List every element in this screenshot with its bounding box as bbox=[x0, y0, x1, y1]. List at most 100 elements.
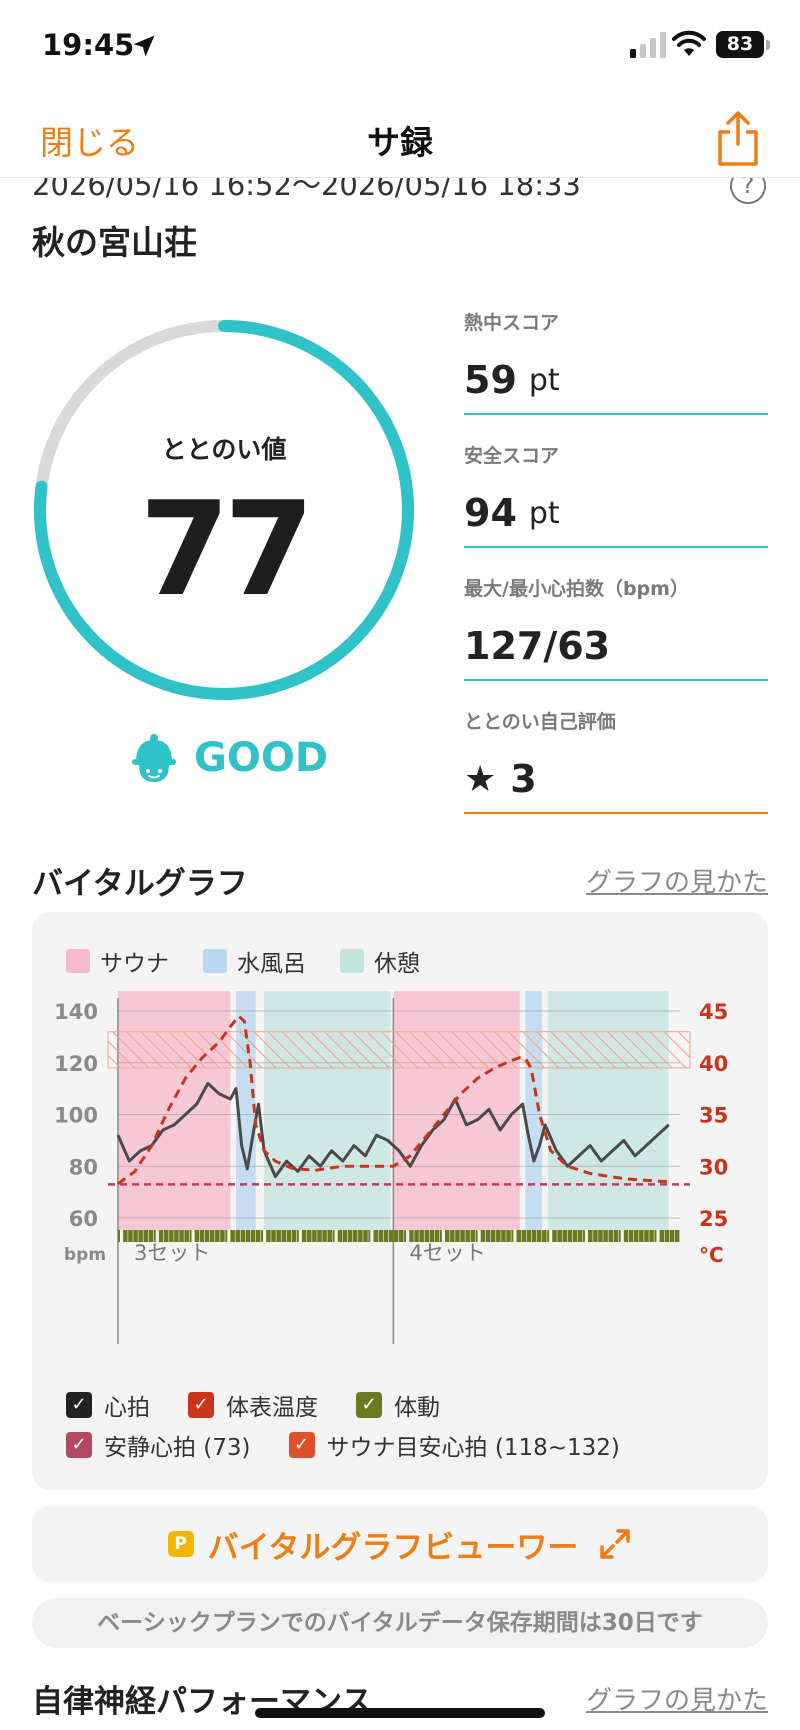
motion-tick bbox=[327, 1230, 332, 1242]
motion-tick bbox=[388, 1230, 394, 1242]
motion-tick bbox=[521, 1230, 527, 1242]
motion-tick bbox=[424, 1230, 430, 1242]
checkbox-icon[interactable]: ✓ bbox=[356, 1392, 382, 1418]
motion-tick bbox=[358, 1230, 363, 1242]
legend-label: 水風呂 bbox=[237, 951, 306, 977]
motion-tick bbox=[307, 1230, 312, 1242]
y-right-tick-label: 25 bbox=[699, 1207, 728, 1231]
vital-graph-title: バイタルグラフ bbox=[32, 866, 248, 902]
metric-value: 94 pt bbox=[464, 480, 768, 548]
phase-band bbox=[118, 991, 231, 1230]
metric-label: 熱中スコア bbox=[464, 312, 560, 334]
motion-tick bbox=[378, 1230, 384, 1242]
y-right-tick-label: 45 bbox=[699, 1000, 728, 1024]
motion-tick bbox=[255, 1230, 261, 1242]
motion-tick bbox=[225, 1230, 228, 1242]
y-right-unit: °C bbox=[699, 1243, 724, 1267]
motion-tick bbox=[199, 1230, 205, 1242]
motion-tick bbox=[143, 1230, 149, 1242]
phase-band bbox=[547, 991, 669, 1230]
legend-item-sauna: サウナ bbox=[66, 944, 169, 978]
legend-toggle-resting-hr[interactable]: ✓ 安静心拍 (73) bbox=[66, 1428, 251, 1462]
expand-icon bbox=[600, 1529, 631, 1559]
legend-label: 心拍 bbox=[104, 1395, 150, 1421]
motion-tick bbox=[434, 1230, 440, 1242]
motion-tick bbox=[582, 1230, 585, 1242]
motion-tick bbox=[215, 1230, 220, 1242]
target-heart-rate-band bbox=[107, 1031, 691, 1069]
motion-tick bbox=[148, 1230, 154, 1242]
motion-tick bbox=[536, 1230, 542, 1242]
legend-toggle-heart-rate[interactable]: ✓ 心拍 bbox=[66, 1388, 150, 1422]
battery-tip bbox=[766, 40, 770, 50]
checkbox-icon[interactable]: ✓ bbox=[66, 1392, 92, 1418]
motion-tick bbox=[194, 1230, 200, 1242]
motion-tick bbox=[450, 1230, 455, 1242]
motion-tick bbox=[465, 1230, 470, 1242]
motion-tick bbox=[312, 1230, 317, 1242]
close-button[interactable]: 閉じる bbox=[40, 123, 139, 162]
motion-tick bbox=[399, 1230, 404, 1242]
vital-graph-viewer-button[interactable]: P バイタルグラフビューワー bbox=[32, 1506, 768, 1582]
metric-heart-rate: 最大/最小心拍数（bpm） 127/63 bbox=[464, 574, 768, 681]
gauge-value: 77 bbox=[139, 473, 315, 625]
y-left-tick-label: 80 bbox=[69, 1155, 98, 1179]
legend-swatch bbox=[203, 949, 227, 973]
metric-value: ★ 3 bbox=[464, 746, 768, 814]
status-bar: 19:45 83 bbox=[0, 0, 800, 100]
metric-label: ととのい自己評価 bbox=[464, 711, 616, 733]
checkbox-icon[interactable]: ✓ bbox=[288, 1432, 315, 1458]
motion-tick bbox=[639, 1230, 644, 1242]
motion-tick bbox=[158, 1230, 164, 1242]
cellular-signal-icon bbox=[630, 32, 666, 58]
motion-tick bbox=[572, 1230, 578, 1242]
phase-band bbox=[264, 991, 391, 1230]
motion-tick bbox=[496, 1230, 501, 1242]
legend-toggle-target-hr[interactable]: ✓ サウナ目安心拍 (118~132) bbox=[288, 1428, 620, 1462]
motion-tick bbox=[332, 1230, 335, 1242]
motion-tick bbox=[317, 1230, 322, 1242]
motion-tick bbox=[204, 1230, 210, 1242]
motion-tick bbox=[404, 1230, 407, 1242]
motion-tick bbox=[455, 1230, 460, 1242]
motion-tick bbox=[628, 1230, 634, 1242]
legend-label: サウナ目安心拍 (118~132) bbox=[326, 1435, 620, 1461]
motion-tick bbox=[577, 1230, 583, 1242]
motion-tick bbox=[240, 1230, 246, 1242]
legend-label: 休憩 bbox=[374, 951, 420, 977]
legend-toggle-motion[interactable]: ✓ 体動 bbox=[356, 1388, 440, 1422]
motion-tick bbox=[276, 1230, 281, 1242]
motion-tick bbox=[460, 1230, 465, 1242]
motion-tick bbox=[209, 1230, 215, 1242]
x-set-label: 4セット bbox=[409, 1241, 485, 1265]
motion-tick bbox=[128, 1230, 133, 1242]
motion-tick bbox=[567, 1230, 573, 1242]
x-set-label: 3セット bbox=[134, 1241, 210, 1265]
legend-toggle-skin-temp[interactable]: ✓ 体表温度 bbox=[188, 1388, 318, 1422]
motion-tick bbox=[179, 1230, 184, 1242]
motion-tick bbox=[547, 1230, 550, 1242]
motion-tick bbox=[501, 1230, 506, 1242]
metric-value: 127/63 bbox=[464, 613, 768, 681]
checkbox-icon[interactable]: ✓ bbox=[66, 1432, 92, 1458]
location-arrow-icon bbox=[133, 35, 155, 57]
viewer-button-label: バイタルグラフビューワー bbox=[207, 1529, 579, 1566]
heart-rate-line bbox=[116, 1081, 670, 1179]
motion-tick bbox=[291, 1230, 297, 1242]
autonomic-help-link[interactable]: グラフの見かた bbox=[585, 1686, 768, 1716]
vital-chart[interactable]: 140 120 100 80 60 45 40 35 30 25 bpm °C 3セット 4セット bbox=[54, 988, 766, 1368]
motion-tick bbox=[296, 1230, 299, 1242]
motion-tick bbox=[393, 1230, 399, 1242]
motion-tick bbox=[511, 1230, 514, 1242]
motion-tick bbox=[603, 1230, 608, 1242]
motion-tick bbox=[674, 1230, 680, 1242]
series-legend-row-1: ✓ 心拍 ✓ 体表温度 ✓ 体動 bbox=[66, 1388, 478, 1422]
motion-tick bbox=[552, 1230, 557, 1242]
graph-help-link[interactable]: グラフの見かた bbox=[585, 868, 768, 898]
motion-tick bbox=[337, 1230, 343, 1242]
checkbox-icon[interactable]: ✓ bbox=[188, 1392, 214, 1418]
metric-number: 127/63 bbox=[464, 624, 611, 668]
share-icon[interactable] bbox=[710, 108, 766, 168]
metric-value: 59 pt bbox=[464, 347, 768, 415]
legend-item-rest: 休憩 bbox=[340, 944, 420, 978]
